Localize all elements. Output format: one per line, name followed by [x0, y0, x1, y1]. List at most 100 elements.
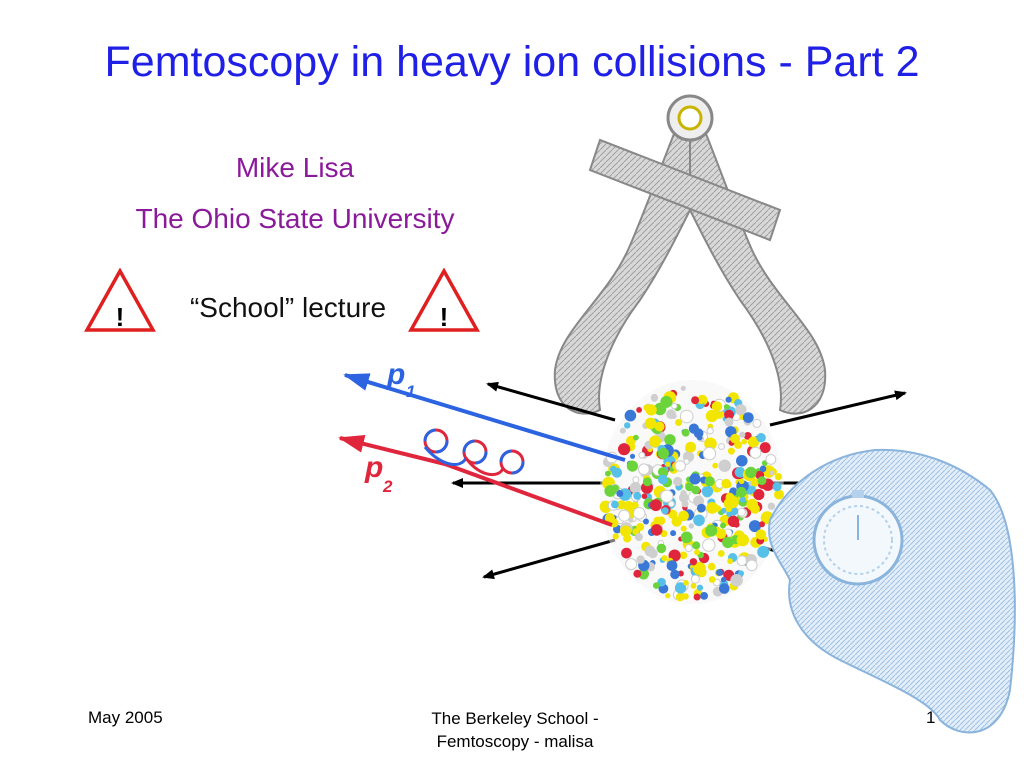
particle — [660, 395, 673, 408]
particle — [680, 531, 693, 544]
warning-triangle-icon: ! — [84, 268, 156, 332]
particle — [750, 478, 759, 487]
particle — [727, 558, 733, 565]
particle — [650, 499, 662, 512]
particle — [752, 418, 762, 428]
particle — [721, 507, 727, 514]
particle — [724, 409, 734, 420]
particle — [745, 466, 757, 479]
collision-fireball — [599, 380, 784, 604]
particle — [759, 442, 771, 454]
particle — [681, 428, 690, 437]
page-number: 1 — [926, 708, 936, 727]
particle — [726, 510, 733, 518]
particle — [604, 513, 616, 524]
particle — [716, 569, 723, 576]
particle — [700, 592, 708, 600]
particle — [739, 478, 745, 484]
particle — [759, 465, 767, 473]
particle — [692, 562, 706, 575]
particle — [697, 503, 706, 513]
particle — [696, 584, 704, 591]
particle — [693, 593, 701, 601]
particle — [674, 460, 686, 472]
particle — [736, 555, 748, 566]
particle — [691, 396, 700, 405]
particle — [718, 459, 731, 472]
particle — [702, 446, 717, 461]
particle — [730, 574, 743, 587]
particle — [772, 482, 782, 492]
particle — [604, 485, 617, 497]
particle — [665, 461, 671, 467]
particle — [653, 582, 660, 589]
particle — [656, 543, 667, 554]
particle — [675, 419, 683, 426]
particle — [666, 409, 676, 420]
particle — [680, 525, 687, 532]
particle — [717, 550, 725, 557]
particle — [756, 433, 766, 443]
p1-subscript: 1 — [406, 382, 415, 401]
particle — [767, 502, 776, 510]
particle — [690, 582, 697, 589]
particle — [719, 583, 730, 594]
particle — [705, 409, 719, 423]
particle — [701, 485, 714, 497]
particle — [636, 523, 645, 531]
particle — [624, 409, 637, 422]
particle — [679, 409, 694, 424]
warning-triangle-icon: ! — [408, 268, 480, 332]
particle — [629, 453, 636, 459]
particle — [734, 467, 746, 478]
particle — [753, 489, 765, 501]
particle — [724, 417, 734, 427]
warning-mark: ! — [116, 302, 125, 332]
particle — [725, 396, 732, 403]
particle — [684, 544, 693, 553]
particle — [727, 515, 740, 527]
particle — [611, 467, 623, 478]
particle — [649, 435, 661, 448]
particle — [674, 582, 687, 594]
particle — [685, 482, 694, 492]
particle — [774, 473, 783, 481]
particle — [736, 486, 747, 498]
particle — [718, 443, 725, 450]
particle — [632, 476, 640, 484]
particle — [650, 393, 659, 402]
school-lecture-label: “School” lecture — [189, 292, 387, 323]
particle — [712, 462, 719, 469]
particle — [665, 593, 671, 599]
particle — [668, 509, 678, 519]
particle — [759, 521, 765, 528]
particle — [680, 385, 686, 391]
footer-date: May 2005 — [88, 708, 163, 727]
particle — [644, 417, 657, 430]
author-affiliation: The Ohio State University — [135, 203, 455, 234]
particle — [750, 504, 760, 514]
particle — [623, 500, 634, 512]
particle — [638, 463, 650, 476]
particle — [680, 490, 687, 497]
slide-title: Femtoscopy in heavy ion collisions - Par… — [104, 38, 920, 86]
particle — [730, 433, 740, 444]
particle — [657, 516, 666, 525]
particle — [657, 447, 670, 460]
p1-label: p — [386, 358, 405, 391]
particle — [755, 529, 767, 540]
interaction-coil — [423, 428, 525, 477]
caliper-icon — [553, 94, 827, 415]
particle — [679, 551, 688, 560]
particle — [727, 447, 735, 455]
particle — [735, 404, 747, 416]
particle — [769, 470, 775, 476]
particle — [654, 421, 665, 432]
particle — [694, 549, 701, 556]
particle — [626, 460, 639, 472]
particle — [638, 451, 646, 459]
particle — [658, 474, 668, 485]
particle — [641, 493, 648, 500]
particle — [633, 569, 642, 578]
particle — [632, 507, 646, 520]
